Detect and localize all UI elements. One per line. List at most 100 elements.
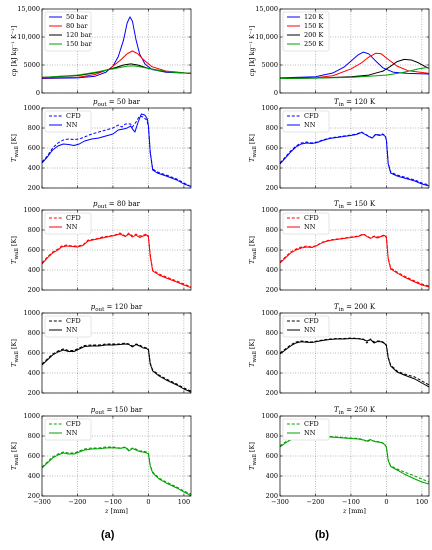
caption-left: (a) [101,529,115,541]
y-tick-label: 200 [266,389,278,397]
y-tick-label: 600 [266,452,278,460]
series-line-cfd [280,233,429,287]
y-tick-label: 600 [28,452,40,460]
y-tick-label: 800 [28,124,40,132]
x-tick-label: −300 [271,498,289,506]
legend-label: 80 bar [66,22,88,30]
legend-label: CFD [304,112,319,120]
y-tick-label: 1000 [261,412,278,420]
legend-label: 150 bar [66,40,93,48]
series-line-cfd [42,446,191,495]
legend-label: NN [66,326,78,334]
legend-label: NN [66,223,78,231]
y-tick-label: 800 [266,226,278,234]
legend-label: CFD [66,317,81,325]
y-tick-label: 600 [28,349,40,357]
y-tick-label: 800 [266,124,278,132]
plot-frame [279,8,430,94]
series-line-150-k [280,52,429,79]
x-tick-label: −300 [33,498,51,506]
series-line-nn [280,132,429,187]
series-line-nn [42,233,191,288]
y-axis-label: Twall [K] [10,442,20,470]
legend-label: 50 bar [66,13,88,21]
legend-label: 250 K [304,40,323,48]
y-tick-label: 10,000 [255,33,278,41]
chart-panel-a-1: 200 400 600 800 1000 pout = 50 bar Twall [K] CF… [10,98,192,192]
chart-panel-b-1: 200 400 600 800 1000 Tin = 120 K Twall [K] CFDN… [248,98,430,192]
x-tick-label: −200 [69,498,87,506]
y-axis-label: Twall [K] [248,134,258,162]
chart-title: pout = 120 bar [91,303,143,313]
legend-label: CFD [66,112,81,120]
y-tick-label: 600 [28,246,40,254]
series-line-200-k [280,58,429,79]
legend-box [44,11,92,52]
y-tick-label: 1000 [261,309,278,317]
x-tick-label: 100 [416,498,428,506]
y-tick-label: 1000 [261,104,278,112]
series-line-nn [280,435,429,485]
chart-panel-a-3: 200 400 600 800 1000 pout = 120 bar Twall [K] C… [10,303,192,397]
chart-panel-a-0: 0 5000 10,000 15,000 cp [kJ kg⁻¹ K⁻¹] 50 bar8… [10,5,192,97]
series-line-150-bar [42,65,191,78]
legend-label: NN [66,121,78,129]
y-tick-label: 800 [266,432,278,440]
y-axis-label: Twall [K] [248,236,258,264]
series-line-nn [280,338,429,388]
y-tick-label: 10,000 [17,33,40,41]
chart-panel-b-4: −300 −200 −100 0 100 200 400 600 800 1000 Tin = 25… [248,406,430,515]
legend-label: NN [304,121,316,129]
x-tick-label: 0 [146,498,150,506]
y-axis-label: Twall [K] [10,236,20,264]
y-tick-label: 200 [266,184,278,192]
y-tick-label: 400 [28,266,40,274]
y-tick-label: 1000 [261,206,278,214]
y-tick-label: 200 [266,286,278,294]
chart-title: Tin = 120 K [334,98,376,108]
y-tick-label: 400 [266,472,278,480]
y-tick-label: 200 [28,389,40,397]
y-tick-label: 400 [266,164,278,172]
y-tick-label: 200 [28,184,40,192]
y-tick-label: 0 [36,89,40,97]
series-line-250-k [280,67,429,79]
legend-label: 150 K [304,22,323,30]
chart-panel-b-2: 200 400 600 800 1000 Tin = 150 K Twall [K] CFDN… [248,200,430,294]
y-axis-label: cp [kJ kg⁻¹ K⁻¹] [10,26,18,77]
y-tick-label: 1000 [23,104,40,112]
y-tick-label: 400 [266,369,278,377]
series-line-cfd [42,342,191,392]
legend-label: NN [304,326,316,334]
x-tick-label: −200 [307,498,325,506]
chart-panel-b-3: 200 400 600 800 1000 Tin = 200 K Twall [K] CFDN… [248,303,430,397]
series-line-nn [42,447,191,496]
x-tick-label: 100 [178,498,190,506]
legend-label: CFD [304,317,319,325]
chart-panel-a-2: 200 400 600 800 1000 pout = 80 bar Twall [K] CF… [10,200,192,294]
y-tick-label: 800 [28,329,40,337]
caption-right: (b) [315,529,330,541]
legend-label: CFD [66,214,81,222]
x-axis-label: z [mm] [342,507,366,515]
y-tick-label: 400 [28,369,40,377]
y-tick-label: 15,000 [17,5,40,13]
chart-title: pout = 80 bar [93,200,141,210]
series-line-cfd [42,232,191,288]
chart-title: Tin = 200 K [334,303,376,313]
series-line-cfd [42,115,191,187]
legend-label: 120 bar [66,31,93,39]
legend-label: CFD [304,420,319,428]
x-axis-label: z [mm] [104,507,128,515]
y-tick-label: 600 [266,349,278,357]
chart-title: pout = 50 bar [93,98,141,108]
legend-label: CFD [304,214,319,222]
y-tick-label: 15,000 [255,5,278,13]
chart-title: Tin = 150 K [334,200,376,210]
x-tick-label: 0 [384,498,388,506]
y-axis-label: Twall [K] [10,134,20,162]
y-tick-label: 5000 [23,61,40,69]
y-tick-label: 800 [266,329,278,337]
y-tick-label: 600 [266,246,278,254]
